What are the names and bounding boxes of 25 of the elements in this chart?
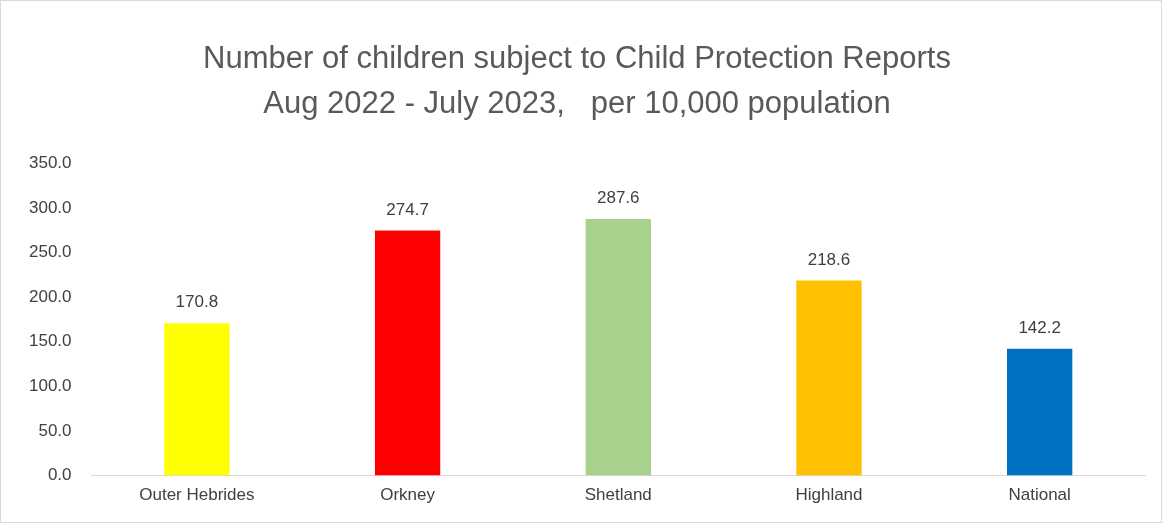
bar [164, 323, 230, 476]
x-tick-label: National [1008, 485, 1071, 505]
y-tick-label: 350.0 [28, 153, 72, 173]
data-label: 218.6 [807, 249, 851, 269]
y-tick-label: 300.0 [28, 197, 72, 217]
bar [374, 230, 441, 476]
data-label: 274.7 [386, 199, 429, 219]
x-tick-label: Shetland [584, 485, 652, 505]
data-label: 287.6 [597, 188, 640, 208]
y-tick-label: 200.0 [28, 286, 72, 306]
chart-title: Number of children subject to Child Protection Reports [203, 40, 951, 76]
x-tick-label: Orkney [380, 485, 436, 505]
y-tick-label: 0.0 [47, 465, 72, 485]
y-tick-label: 250.0 [28, 242, 72, 262]
x-tick-label: Outer Hebrides [139, 485, 255, 505]
y-tick-label: 150.0 [28, 331, 72, 351]
data-label: 142.2 [1018, 317, 1061, 337]
x-tick-label: Highland [795, 485, 863, 505]
bar [585, 219, 651, 476]
y-tick-label: 50.0 [38, 420, 72, 440]
chart-subtitle: Aug 2022 - July 2023, per 10,000 population [263, 85, 891, 121]
data-label: 170.8 [175, 292, 219, 312]
bar [1007, 348, 1073, 476]
y-tick-label: 100.0 [28, 376, 72, 396]
bar [796, 280, 862, 476]
